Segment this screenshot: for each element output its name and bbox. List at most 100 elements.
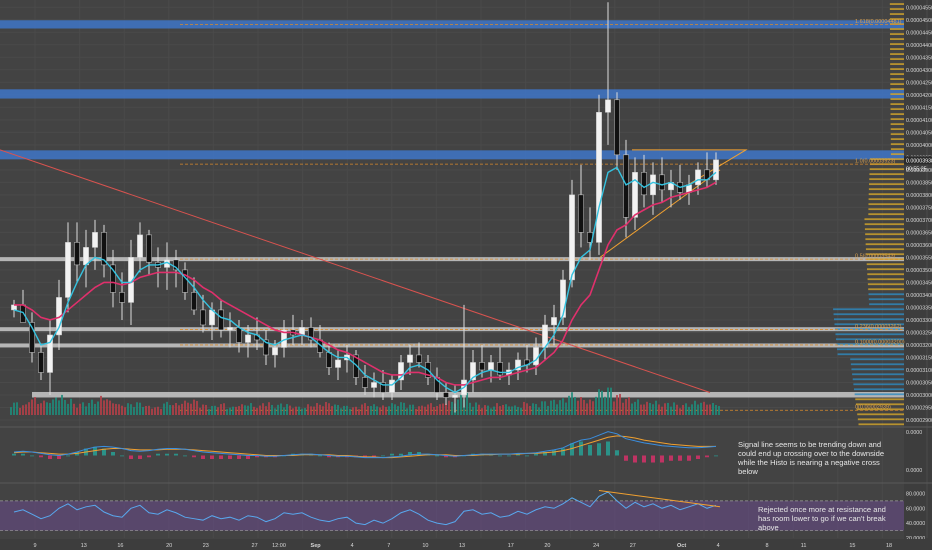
volume-bar [112,403,114,415]
volume-bar [634,401,636,415]
fib-label: 0(0.00002939) [855,405,891,411]
macd-histogram-bar [138,455,142,459]
candle-body [218,309,224,331]
candle-body [200,309,206,326]
rsi-resistance-line [598,489,721,508]
current-price-label: 0.00003938 00:55:25 [904,156,932,172]
volume-bar [394,404,396,415]
volume-bar [274,408,276,415]
macd-histogram-bar [498,455,502,457]
macd-histogram-bar [696,455,700,459]
volume-bar [553,399,555,415]
fib-label: 1.618(0.00004481) [855,19,902,25]
candle-body [110,264,116,293]
resistance-zone [0,89,904,99]
volume-bar [442,403,444,415]
volume-bar [439,404,441,415]
volume-bar [616,395,618,415]
candle-body [416,354,422,363]
candle-body [632,172,638,218]
macd-signal-line [13,435,716,459]
volume-bar [580,397,582,415]
volume-bar [127,403,129,415]
rsi-tick-label: 60.0000 [906,506,925,512]
candle-body [182,269,188,293]
macd-histogram-bar [651,455,655,463]
volume-bar [712,403,714,415]
fib-label: 0.1000(0.00003200) [855,339,905,345]
price-tick-label: 0.00004050 [906,130,932,136]
volume-bar [382,405,384,415]
macd-histogram-bar [147,455,151,458]
volume-profile-bar [889,38,904,40]
volume-bar [460,394,462,415]
volume-profile-bar [890,78,904,80]
volume-bar [628,397,630,415]
macd-histogram-bar [615,450,619,456]
volume-bar [70,398,72,415]
volume-bar [700,402,702,415]
current-price-text: 0.00003938 [906,158,932,164]
volume-bar [445,403,447,415]
volume-bar [505,404,507,415]
candle-body [191,292,197,311]
volume-bar [133,407,135,415]
volume-bar [214,405,216,415]
volume-bar [403,402,405,415]
volume-profile-bar [866,268,904,271]
volume-bar [589,399,591,415]
volume-bar [259,405,261,415]
volume-bar [508,406,510,415]
volume-bar [229,407,231,415]
volume-bar [496,403,498,415]
volume-bar [295,406,297,415]
volume-bar [241,404,243,415]
volume-bar [256,408,258,415]
volume-profile-bar [890,148,904,151]
volume-bar [337,404,339,415]
macd-histogram-bar [516,453,520,456]
candle-body [353,354,359,378]
candle-body [362,377,368,388]
macd-histogram-bar [48,455,52,459]
macd-histogram-bar [525,455,529,457]
candle-body [533,347,539,366]
volume-profile-bar [890,53,904,55]
volume-bar [343,405,345,415]
volume-profile-bar [833,308,904,311]
candle-body [308,327,314,341]
volume-bar [412,404,414,415]
volume-bar [601,390,603,415]
volume-bar [262,403,264,415]
volume-profile-bar [868,288,904,291]
price-tick-label: 0.00004000 [906,143,932,149]
volume-profile-bar [868,208,904,211]
volume-profile-bar [855,403,904,406]
rsi-band [0,500,904,531]
current-price-badge [904,156,932,165]
price-tick-label: 0.00003550 [906,255,932,261]
volume-bar [358,409,360,415]
fib-label: 0.5(0.00003543) [855,254,896,260]
volume-bar [313,406,315,415]
volume-profile-bar [890,128,904,131]
volume-bar [79,403,81,415]
macd-histogram-bar [435,455,439,457]
volume-bar [16,402,18,415]
candle-body [398,362,404,381]
volume-bar [277,404,279,415]
volume-bar [529,405,531,415]
macd-histogram-bar [624,455,628,461]
volume-bar [646,401,648,415]
volume-bar [433,406,435,415]
volume-profile-bar [889,3,904,5]
macd-histogram-bar [381,455,385,457]
time-tick-label: 20 [166,543,172,549]
time-axis[interactable]: 9 13 16 20 23 27 12:00 Sep 4 7 10 13 17 20 24 27 Oct 4 8 11… [0,539,932,550]
countdown-text: 00:55:25 [906,166,927,172]
volume-bar [163,403,165,415]
volume-bar [139,402,141,415]
volume-bar [244,405,246,415]
